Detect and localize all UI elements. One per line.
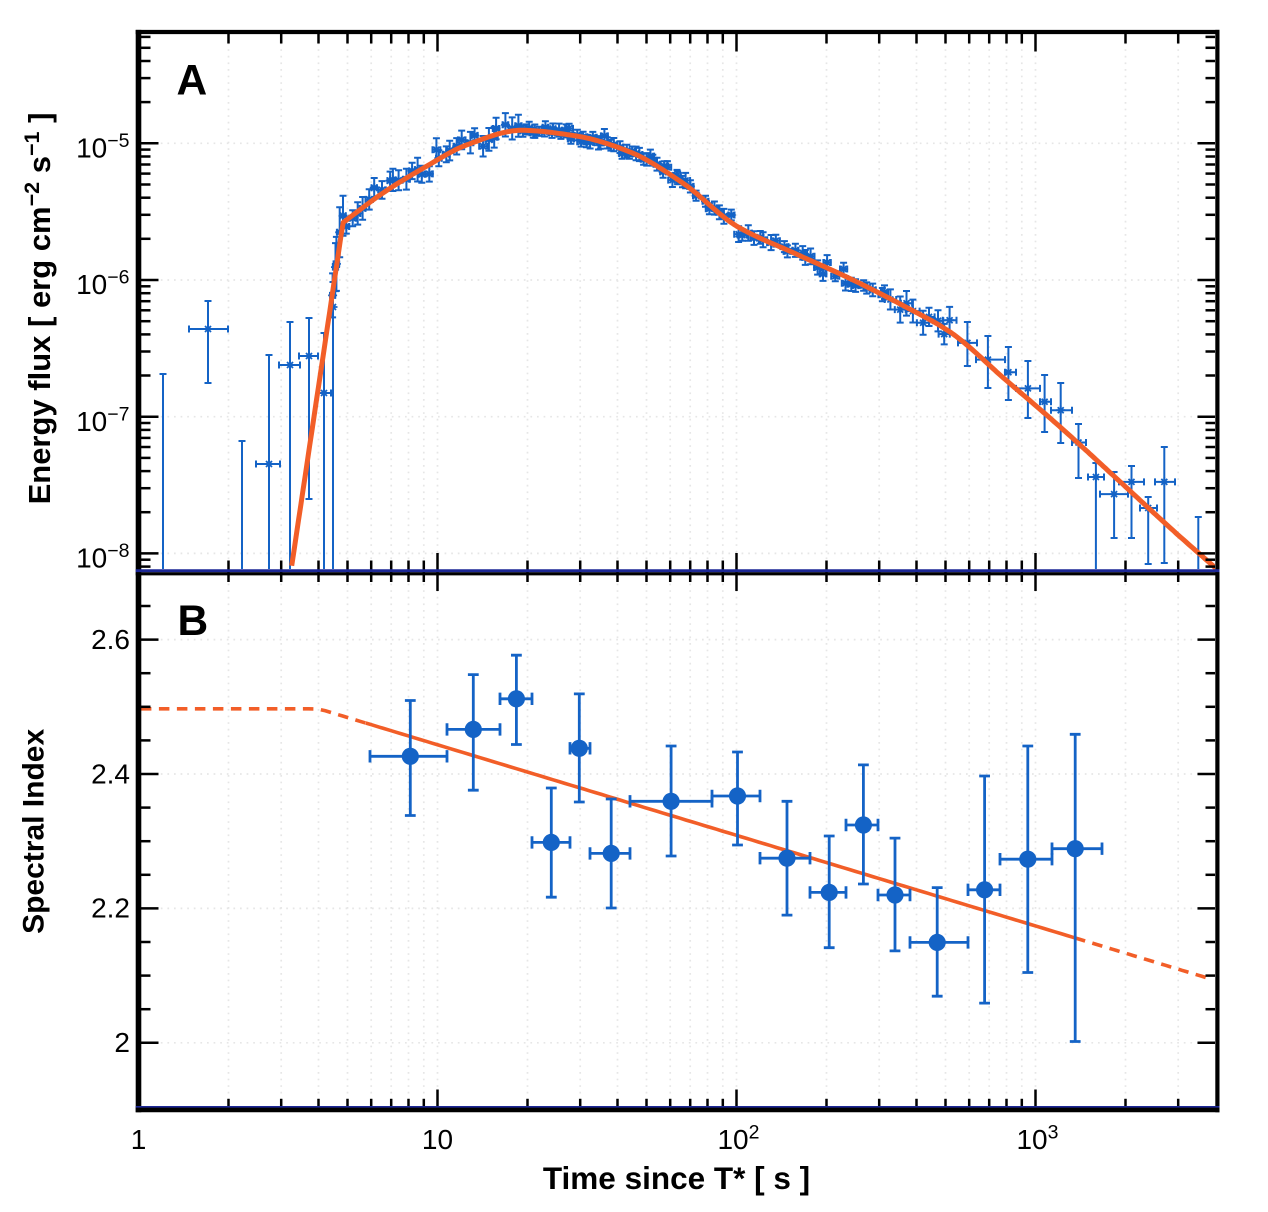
svg-text:Energy flux [ erg cm−2 s−1 ]: Energy flux [ erg cm−2 s−1 ] [20, 113, 57, 505]
svg-text:Time since T* [ s ]: Time since T* [ s ] [543, 1160, 810, 1196]
svg-text:10−8: 10−8 [76, 540, 129, 574]
svg-text:Spectral Index: Spectral Index [18, 729, 51, 934]
svg-text:2.4: 2.4 [91, 758, 130, 789]
svg-text:2.6: 2.6 [91, 624, 130, 655]
svg-text:A: A [177, 58, 208, 105]
svg-text:10: 10 [422, 1124, 453, 1155]
svg-text:B: B [178, 598, 209, 645]
svg-text:2.2: 2.2 [91, 893, 130, 924]
svg-text:2: 2 [114, 1027, 130, 1058]
svg-text:1: 1 [131, 1124, 147, 1155]
